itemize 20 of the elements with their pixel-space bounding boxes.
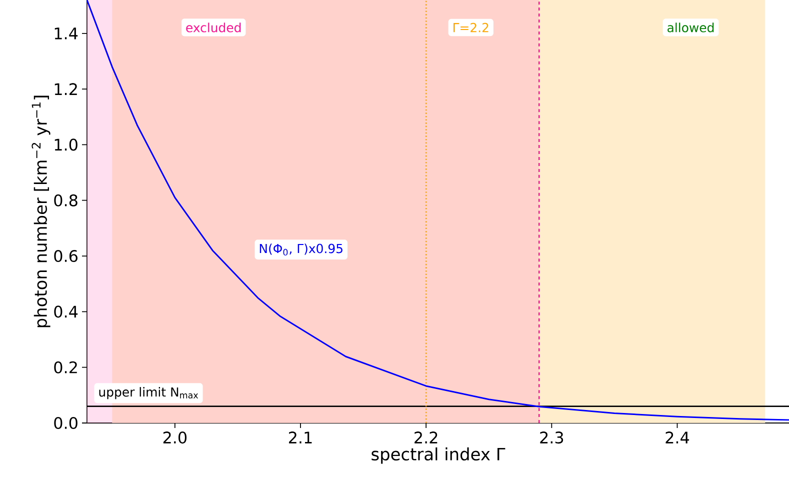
x-tick-label: 2.1 [288, 432, 312, 444]
x-tick-label: 2.3 [540, 432, 564, 444]
x-tick-label: 2.4 [666, 432, 690, 444]
y-axis-title: photon number [km$^{−2}$ yr$^{−1}$] [32, 96, 50, 328]
y-tick-label: 0.0 [54, 416, 78, 430]
ref-line-label: Γ=2.2 [453, 22, 488, 32]
y-tick-label: 0.6 [54, 250, 78, 262]
band-label: excluded [186, 22, 241, 32]
x-tick-label: 2.0 [163, 432, 187, 444]
y-tick-label: 0.8 [54, 194, 78, 206]
text: N(Φ$_{0}$, Γ)x0.95 [260, 244, 342, 256]
y-tick-label: 1.4 [54, 28, 78, 40]
x-axis-title: spectral index Γ [372, 447, 506, 464]
y-tick-label: 0.2 [54, 361, 77, 374]
y-tick-label: 1.0 [54, 138, 78, 151]
annotation: allowed [668, 22, 714, 32]
y-tick-label: 1.2 [54, 83, 77, 95]
y-tick-label: 0.4 [54, 306, 78, 318]
x-tick-label: 2.2 [414, 432, 438, 444]
ref-line-label: upper limit N$_{max}$ [99, 387, 198, 400]
